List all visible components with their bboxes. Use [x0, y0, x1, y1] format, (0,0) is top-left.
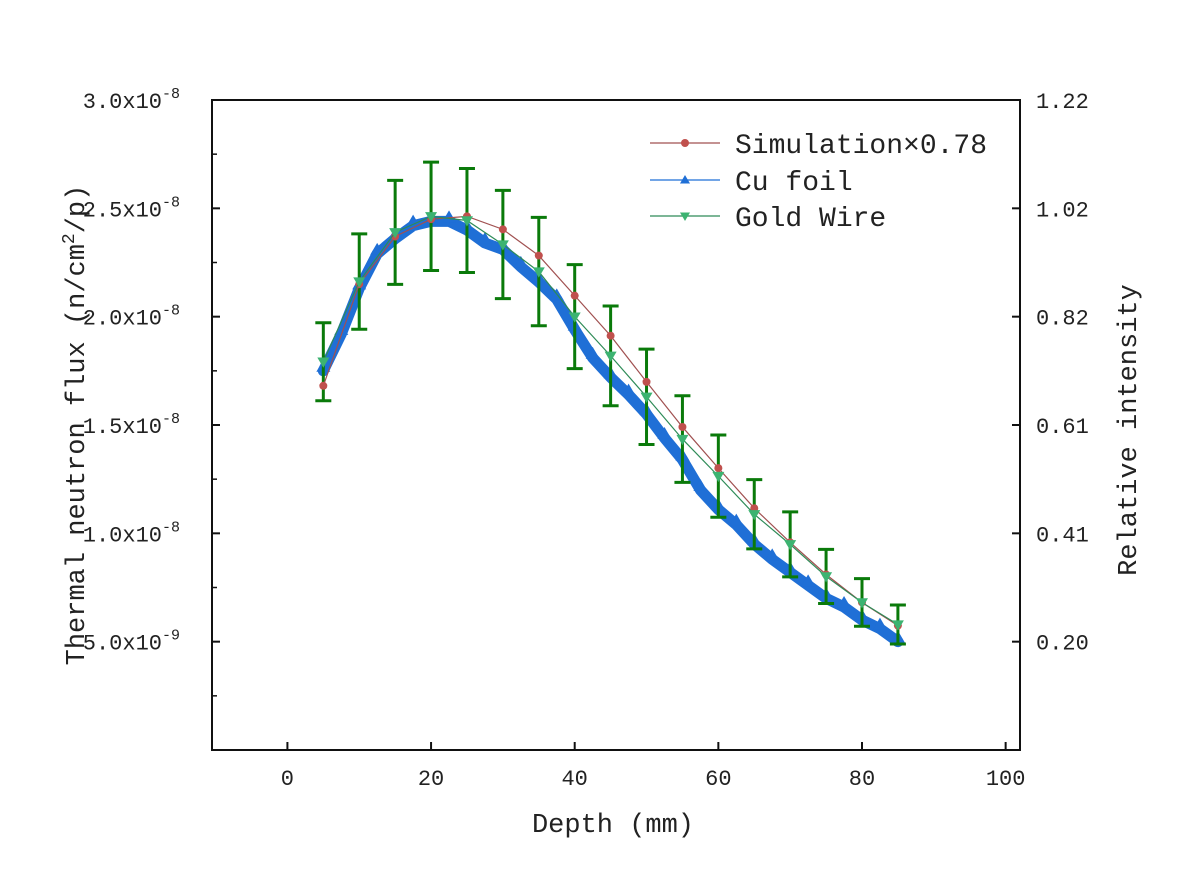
gold-wire-point — [676, 434, 689, 446]
legend-label: Cu foil — [735, 168, 853, 199]
gold-wire-point — [460, 216, 473, 227]
cu-foil-point — [729, 513, 744, 526]
cu-foil-point — [334, 323, 349, 335]
y-axis-label: Thermal neutron flux (n/cm2/p) — [60, 185, 93, 666]
gold-wire-point — [855, 598, 868, 609]
y2-tick-label: 0.82 — [1036, 307, 1089, 332]
y-tick-label: 1.0x10-8 — [83, 519, 180, 548]
y-tick-exponent: -9 — [162, 628, 180, 645]
gold-wire-point — [604, 351, 617, 362]
y2-tick-label: 1.22 — [1036, 90, 1089, 115]
gold-wire-point — [425, 212, 438, 223]
gold-wire-line — [322, 215, 899, 626]
x-tick-label: 0 — [281, 767, 294, 792]
gold-wire-point — [891, 620, 904, 631]
cu-foil-point — [872, 617, 887, 630]
simulation-point — [606, 331, 615, 340]
cu-foil-point — [801, 574, 816, 587]
y-tick-label: 5.0x10-9 — [83, 628, 180, 657]
simulation-point — [570, 291, 579, 300]
cu-foil-point — [837, 596, 852, 608]
plot-marks — [315, 160, 906, 648]
gold-wire-point — [820, 572, 833, 583]
y-tick-label: 3.0x10-8 — [83, 86, 180, 115]
cu-foil-point — [406, 214, 421, 227]
simulation-point — [498, 225, 507, 234]
y2-tick-label: 0.41 — [1036, 523, 1089, 548]
y-tick-mantissa: 2.0x10 — [83, 307, 162, 332]
cu-foil-point — [477, 232, 492, 244]
gold-wire-point — [568, 312, 581, 323]
legend-marker — [680, 175, 690, 184]
y-tick-exponent: -8 — [162, 303, 180, 320]
y-tick-exponent: -8 — [162, 411, 180, 428]
x-tick-label: 80 — [849, 767, 875, 792]
y-tick-label: 2.0x10-8 — [83, 303, 180, 332]
gold-wire-point — [389, 228, 402, 239]
y-tick-label: 1.5x10-8 — [83, 411, 180, 440]
y-tick-exponent: -8 — [162, 194, 180, 211]
simulation-point — [319, 381, 328, 390]
y-tick-exponent: -8 — [162, 86, 180, 103]
cu-foil-point — [621, 383, 636, 396]
cu-foil-point — [657, 427, 672, 439]
cu-foil-point — [693, 479, 708, 491]
gold-wire-point — [748, 510, 761, 521]
cu-foil-point — [765, 548, 780, 561]
y-tick-mantissa: 1.0x10 — [83, 523, 162, 548]
y-tick-mantissa: 5.0x10 — [83, 632, 162, 657]
y2-tick-label: 1.02 — [1036, 198, 1089, 223]
y2-tick-label: 0.61 — [1036, 415, 1089, 440]
cu-foil-point — [513, 255, 528, 268]
y2-axis-label: Relative intensity — [1115, 284, 1145, 576]
gold-wire-point — [712, 471, 725, 483]
legend-marker — [680, 212, 690, 221]
gold-wire-point — [532, 267, 545, 278]
legend-label: Simulation×0.78 — [735, 131, 987, 162]
y2-tick-label: 0.20 — [1036, 632, 1089, 657]
cu-foil-line — [317, 215, 904, 648]
plot-frame — [211, 99, 1021, 751]
simulation-point — [714, 464, 723, 473]
simulation-point — [642, 377, 651, 386]
gold-wire-point — [317, 357, 330, 368]
x-tick-label: 100 — [986, 767, 1026, 792]
gold-wire-point — [640, 392, 653, 403]
x-tick-label: 40 — [561, 767, 587, 792]
gold-wire-point — [496, 240, 509, 251]
y-tick-label: 2.5x10-8 — [83, 194, 180, 223]
y-tick-mantissa: 3.0x10 — [83, 90, 162, 115]
x-axis-label: Depth (mm) — [532, 811, 694, 841]
gold-wire-point — [784, 540, 797, 551]
gold-wire-point — [353, 277, 366, 288]
x-tick-label: 60 — [705, 767, 731, 792]
cu-foil-point — [585, 346, 600, 359]
x-tick-label: 20 — [418, 767, 444, 792]
legend-marker — [681, 139, 689, 147]
legend-label: Gold Wire — [735, 204, 886, 235]
simulation-point — [678, 422, 687, 431]
simulation-point — [534, 251, 543, 260]
y-tick-mantissa: 1.5x10 — [83, 415, 162, 440]
legend: Simulation×0.78 Cu foil Gold Wire — [650, 131, 987, 235]
y-tick-exponent: -8 — [162, 519, 180, 536]
y-tick-mantissa: 2.5x10 — [83, 198, 162, 223]
